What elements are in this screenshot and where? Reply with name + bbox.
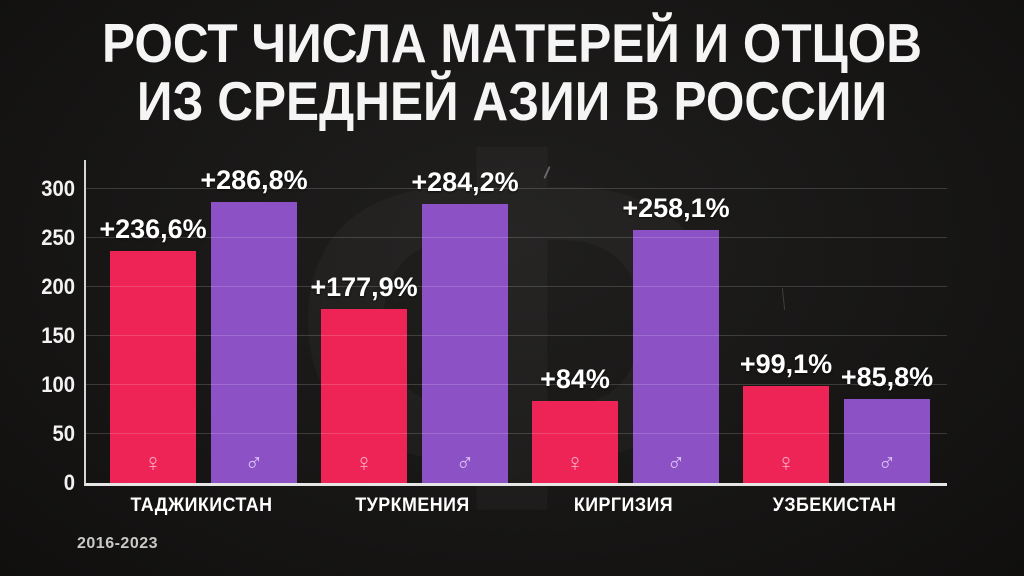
value-label-female-3: +84% — [540, 363, 610, 394]
bar-male-1: +286,8% ♂ — [200, 165, 308, 483]
y-axis-tick-250: 250 — [41, 225, 75, 250]
bar-female-2: +177,9% ♀ — [310, 272, 418, 483]
value-label-male-1: +286,8% — [200, 164, 308, 195]
gridline-100 — [86, 384, 947, 385]
bar-male-2: +284,2% ♂ — [411, 167, 519, 483]
y-axis-tick-200: 200 — [41, 274, 75, 299]
category-label-2: ТУРКМЕНИЯ — [355, 495, 470, 516]
male-icon: ♂ — [455, 449, 475, 477]
page-title: РОСТ ЧИСЛА МАТЕРЕЙ И ОТЦОВ ИЗ СРЕДНЕЙ АЗ… — [0, 14, 1024, 130]
male-icon: ♂ — [244, 449, 264, 477]
page-title-line-1: РОСТ ЧИСЛА МАТЕРЕЙ И ОТЦОВ — [101, 12, 923, 74]
bar-male-4: +85,8% ♂ — [841, 362, 933, 483]
bar-female-3: +84% ♀ — [532, 364, 618, 483]
period-label: 2016-2023 — [77, 535, 159, 552]
page-title-line-2: ИЗ СРЕДНЕЙ АЗИИ В РОССИИ — [136, 70, 888, 132]
gridline-150 — [86, 335, 947, 336]
value-label-male-2: +284,2% — [411, 167, 519, 198]
y-axis-tick-0: 0 — [63, 470, 75, 495]
y-axis-tick-150: 150 — [41, 323, 75, 348]
bar-group-2: +177,9% ♀ +284,2% ♂ — [310, 167, 519, 483]
value-label-male-4: +85,8% — [840, 361, 934, 392]
category-label-1: ТАДЖИКИСТАН — [130, 495, 273, 516]
y-axis-tick-300: 300 — [41, 176, 75, 201]
bar-female-4: +99,1% ♀ — [740, 349, 832, 483]
bar-group-1: +236,6% ♀ +286,8% ♂ — [99, 165, 308, 483]
y-axis-tick-50: 50 — [52, 421, 75, 446]
value-label-female-2: +177,9% — [310, 271, 418, 302]
bar-group-3: +84% ♀ +258,1% ♂ — [532, 193, 730, 483]
bar-male-3: +258,1% ♂ — [622, 193, 730, 483]
female-icon: ♀ — [776, 449, 796, 477]
gridline-250 — [86, 237, 947, 238]
bar-female-1: +236,6% ♀ — [99, 214, 207, 483]
value-label-female-1: +236,6% — [99, 214, 207, 245]
male-icon: ♂ — [877, 449, 897, 477]
category-label-3: КИРГИЗИЯ — [573, 495, 674, 516]
value-label-female-4: +99,1% — [739, 348, 833, 379]
bar-group-4: +99,1% ♀ +85,8% ♂ — [740, 349, 933, 483]
female-icon: ♀ — [565, 449, 585, 477]
category-label-4: УЗБЕКИСТАН — [772, 495, 897, 516]
male-icon: ♂ — [666, 449, 686, 477]
value-label-male-3: +258,1% — [622, 193, 730, 224]
female-icon: ♀ — [143, 449, 163, 477]
gridline-50 — [86, 433, 947, 434]
gridline-200 — [86, 286, 947, 287]
bar-groups: +236,6% ♀ +286,8% ♂ +177,9% ♀ +284,2% ♂ +84% ♀ +25… — [99, 160, 933, 483]
gridline-300 — [86, 188, 947, 189]
category-axis-labels: ТАДЖИКИСТАН ТУРКМЕНИЯ КИРГИЗИЯ УЗБЕКИСТАН — [108, 495, 928, 517]
bar-chart-plot-area: +236,6% ♀ +286,8% ♂ +177,9% ♀ +284,2% ♂ +84% ♀ +25… — [41, 160, 947, 494]
y-axis-tick-100: 100 — [41, 372, 75, 397]
female-icon: ♀ — [354, 449, 374, 477]
